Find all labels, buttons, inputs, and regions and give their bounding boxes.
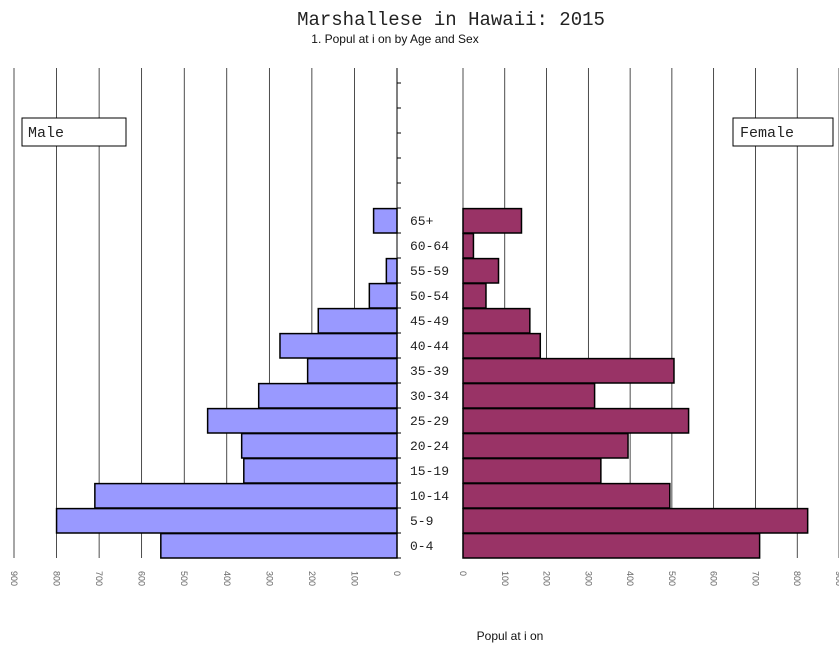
female-bar-25-29 — [462, 407, 690, 434]
female-bar-35-39 — [462, 357, 675, 384]
female-legend-box — [732, 117, 834, 147]
male-x-tick: 700 — [94, 571, 104, 586]
age-label-25-29: 25-29 — [410, 414, 449, 429]
bar-layer — [55, 207, 809, 559]
male-x-tick: 0 — [392, 571, 402, 576]
label-layer: 0-4 5-9 10-14 15-19 20-24 25-29 30-34 35-39 40-4… — [9, 214, 839, 586]
male-legend-label: Male — [28, 125, 64, 142]
male-bar-25-29 — [206, 407, 398, 434]
male-bar-35-39 — [306, 357, 398, 384]
male-x-tick: 200 — [307, 571, 317, 586]
female-bar-45-49 — [462, 307, 531, 334]
age-label-55-59: 55-59 — [410, 264, 449, 279]
age-label-50-54: 50-54 — [410, 289, 449, 304]
male-bar-20-24 — [240, 432, 398, 459]
age-label-15-19: 15-19 — [410, 464, 449, 479]
female-bar-60-64 — [462, 232, 475, 259]
female-x-tick: 500 — [667, 571, 677, 586]
age-label-45-49: 45-49 — [410, 314, 449, 329]
age-label-0-4: 0-4 — [410, 539, 434, 554]
female-x-tick: 900 — [834, 571, 839, 586]
male-bar-30-34 — [257, 382, 398, 409]
age-label-5-9: 5-9 — [410, 514, 433, 529]
male-x-tick: 800 — [52, 571, 62, 586]
female-bar-0-4 — [462, 532, 761, 559]
axis-layer — [396, 68, 401, 559]
female-legend: Female — [732, 117, 834, 147]
male-bar-50-54 — [368, 282, 398, 309]
female-x-tick: 300 — [583, 571, 593, 586]
female-bar-10-14 — [462, 482, 671, 509]
male-legend-box — [21, 117, 127, 147]
male-bar-15-19 — [243, 457, 398, 484]
female-x-tick: 600 — [709, 571, 719, 586]
age-label-40-44: 40-44 — [410, 339, 449, 354]
female-x-tick: 400 — [625, 571, 635, 586]
male-bar-10-14 — [94, 482, 398, 509]
male-x-tick: 600 — [137, 571, 147, 586]
male-bar-55-59 — [385, 257, 398, 284]
x-axis-label: Popul at i on — [477, 629, 544, 643]
female-x-tick: 800 — [792, 571, 802, 586]
male-x-tick: 500 — [179, 571, 189, 586]
male-x-tick: 300 — [264, 571, 274, 586]
female-bar-40-44 — [462, 332, 542, 359]
female-bar-15-19 — [462, 457, 602, 484]
female-bar-50-54 — [462, 282, 487, 309]
female-legend-label: Female — [740, 125, 794, 142]
male-x-tick: 400 — [222, 571, 232, 586]
male-x-tick: 900 — [9, 571, 19, 586]
male-bar-45-49 — [317, 307, 398, 334]
age-label-60-64: 60-64 — [410, 239, 449, 254]
grid-layer — [13, 68, 839, 558]
male-x-tick: 100 — [349, 571, 359, 586]
male-bar-0-4 — [160, 532, 398, 559]
female-bar-55-59 — [462, 257, 500, 284]
female-x-tick: 100 — [500, 571, 510, 586]
female-bar-65+ — [462, 207, 523, 234]
female-bar-30-34 — [462, 382, 596, 409]
male-bar-65+ — [372, 207, 398, 234]
male-legend: Male — [21, 117, 127, 147]
chart-subtitle: 1. Popul at i on by Age and Sex — [311, 32, 478, 46]
female-x-tick: 0 — [458, 571, 468, 576]
female-bar-20-24 — [462, 432, 629, 459]
female-x-tick: 200 — [542, 571, 552, 586]
age-label-30-34: 30-34 — [410, 389, 449, 404]
chart-title: Marshallese in Hawaii: 2015 — [297, 9, 605, 31]
male-bar-40-44 — [279, 332, 398, 359]
age-label-10-14: 10-14 — [410, 489, 449, 504]
female-x-tick: 700 — [750, 571, 760, 586]
male-bar-5-9 — [55, 507, 398, 534]
age-label-20-24: 20-24 — [410, 439, 449, 454]
age-label-35-39: 35-39 — [410, 364, 449, 379]
age-label-65+: 65+ — [410, 214, 434, 229]
female-bar-5-9 — [462, 507, 809, 534]
